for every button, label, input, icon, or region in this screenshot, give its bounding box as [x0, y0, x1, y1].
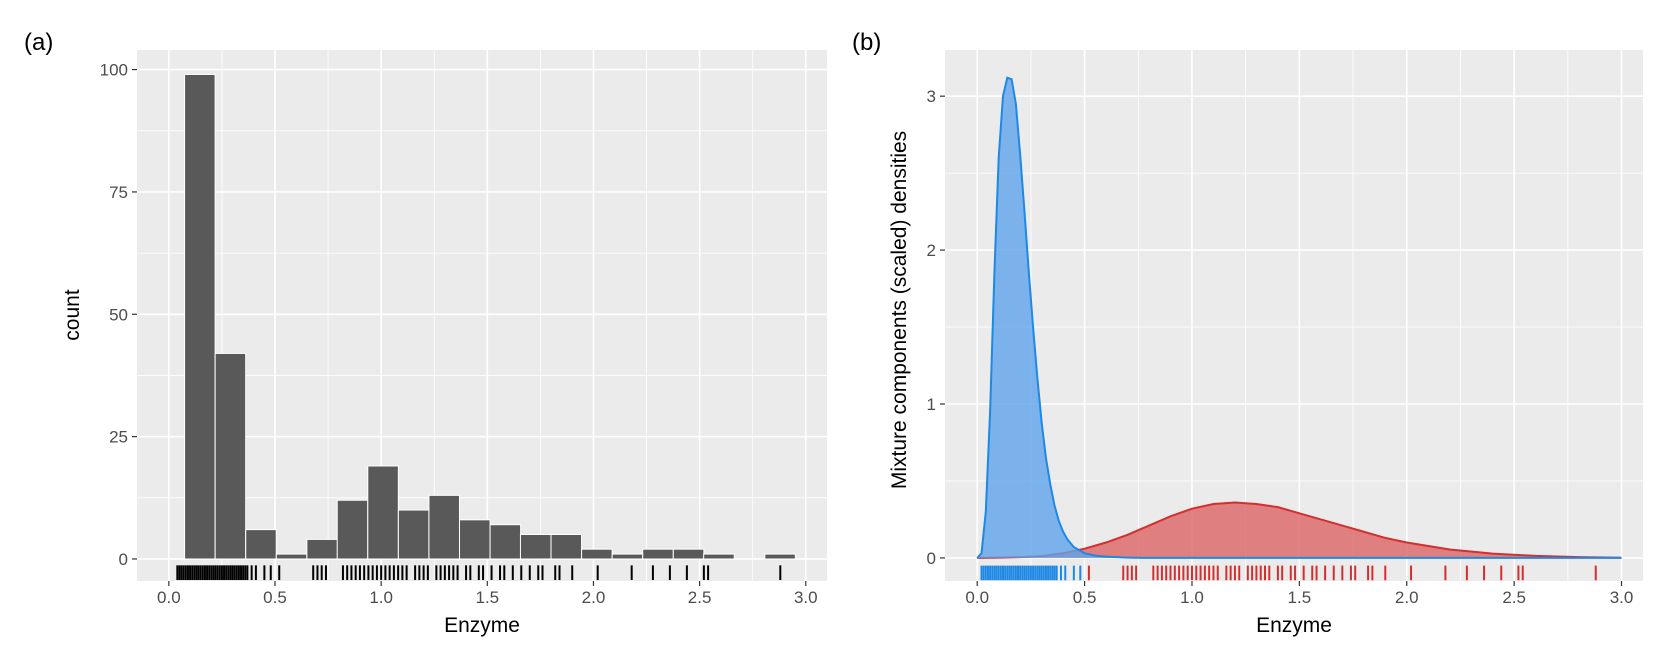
x-tick-label: 0.5 [1073, 588, 1097, 607]
y-tick-label: 0 [927, 549, 936, 568]
x-tick-label: 0.0 [157, 588, 181, 607]
x-tick-label: 1.0 [1180, 588, 1204, 607]
histogram-bar [367, 465, 399, 560]
panel-b-label: (b) [852, 29, 881, 56]
panel-b-y-axis-title: Mixture components (scaled) densities [888, 131, 911, 489]
histogram-bar [672, 548, 705, 560]
panel-b-y-axis: 0 1 2 3 [927, 87, 945, 568]
y-tick-label: 75 [109, 183, 128, 202]
panel-a-rug [176, 565, 782, 581]
x-tick-label: 2.0 [1395, 588, 1419, 607]
histogram-bar [764, 553, 796, 560]
histogram-bar [306, 538, 338, 560]
panel-a-histogram: (a) 0.0 0.5 1.0 1.5 2.0 2.5 3.0 0 25 50 75 100 Enz… [24, 29, 827, 637]
x-tick-label: 3.0 [1610, 588, 1634, 607]
x-tick-label: 2.5 [688, 588, 712, 607]
y-tick-label: 50 [109, 305, 128, 324]
panel-a-x-axis-title: Enzyme [444, 614, 520, 637]
y-tick-label: 3 [927, 87, 936, 106]
x-tick-label: 0.5 [263, 588, 287, 607]
panel-a-grid [137, 50, 827, 581]
panel-a-bars [184, 73, 796, 560]
x-tick-label: 1.5 [1288, 588, 1312, 607]
y-tick-label: 100 [100, 61, 128, 80]
histogram-bar [245, 529, 277, 560]
histogram-bar [336, 499, 369, 560]
panel-b-density-areas [976, 76, 1622, 559]
panel-b-plot-background [945, 50, 1643, 581]
y-tick-label: 25 [109, 428, 128, 447]
panel-a-plot-background [137, 50, 827, 581]
x-tick-label: 0.0 [965, 588, 989, 607]
histogram-bar [184, 73, 216, 560]
histogram-bar [703, 553, 735, 560]
histogram-bar [550, 534, 583, 560]
density-area [977, 77, 1622, 558]
panel-a-x-axis: 0.0 0.5 1.0 1.5 2.0 2.5 3.0 [157, 581, 818, 607]
panel-a-y-axis-title: count [61, 289, 84, 341]
histogram-bar [642, 548, 674, 560]
panel-b-x-axis: 0.0 0.5 1.0 1.5 2.0 2.5 3.0 [965, 581, 1633, 607]
density-line [976, 76, 1622, 559]
panel-a-y-axis: 0 25 50 75 100 [100, 61, 137, 569]
histogram-bar [581, 548, 613, 560]
histogram-bar [489, 524, 522, 560]
histogram-bar [214, 352, 247, 560]
x-tick-label: 1.5 [475, 588, 499, 607]
panel-b-rug [980, 565, 1597, 581]
y-tick-label: 2 [927, 241, 936, 260]
panel-b-grid [945, 50, 1643, 581]
x-tick-label: 2.5 [1502, 588, 1526, 607]
density-area [977, 502, 1622, 558]
histogram-bar [611, 553, 644, 560]
histogram-bar [428, 494, 460, 560]
panel-b-densities: (b) 0.0 0.5 1.0 1.5 2.0 2.5 3.0 0 1 2 3 Enzyme Mi… [852, 29, 1643, 637]
histogram-bar [519, 534, 552, 560]
y-tick-label: 1 [927, 395, 936, 414]
x-tick-label: 1.0 [369, 588, 393, 607]
histogram-bar [275, 553, 308, 560]
histogram-bar [397, 509, 430, 560]
y-tick-label: 0 [119, 550, 128, 569]
x-tick-label: 2.0 [582, 588, 606, 607]
x-tick-label: 3.0 [794, 588, 818, 607]
panel-b-x-axis-title: Enzyme [1256, 614, 1332, 637]
panel-a-label: (a) [24, 29, 53, 56]
histogram-bar [459, 519, 491, 560]
